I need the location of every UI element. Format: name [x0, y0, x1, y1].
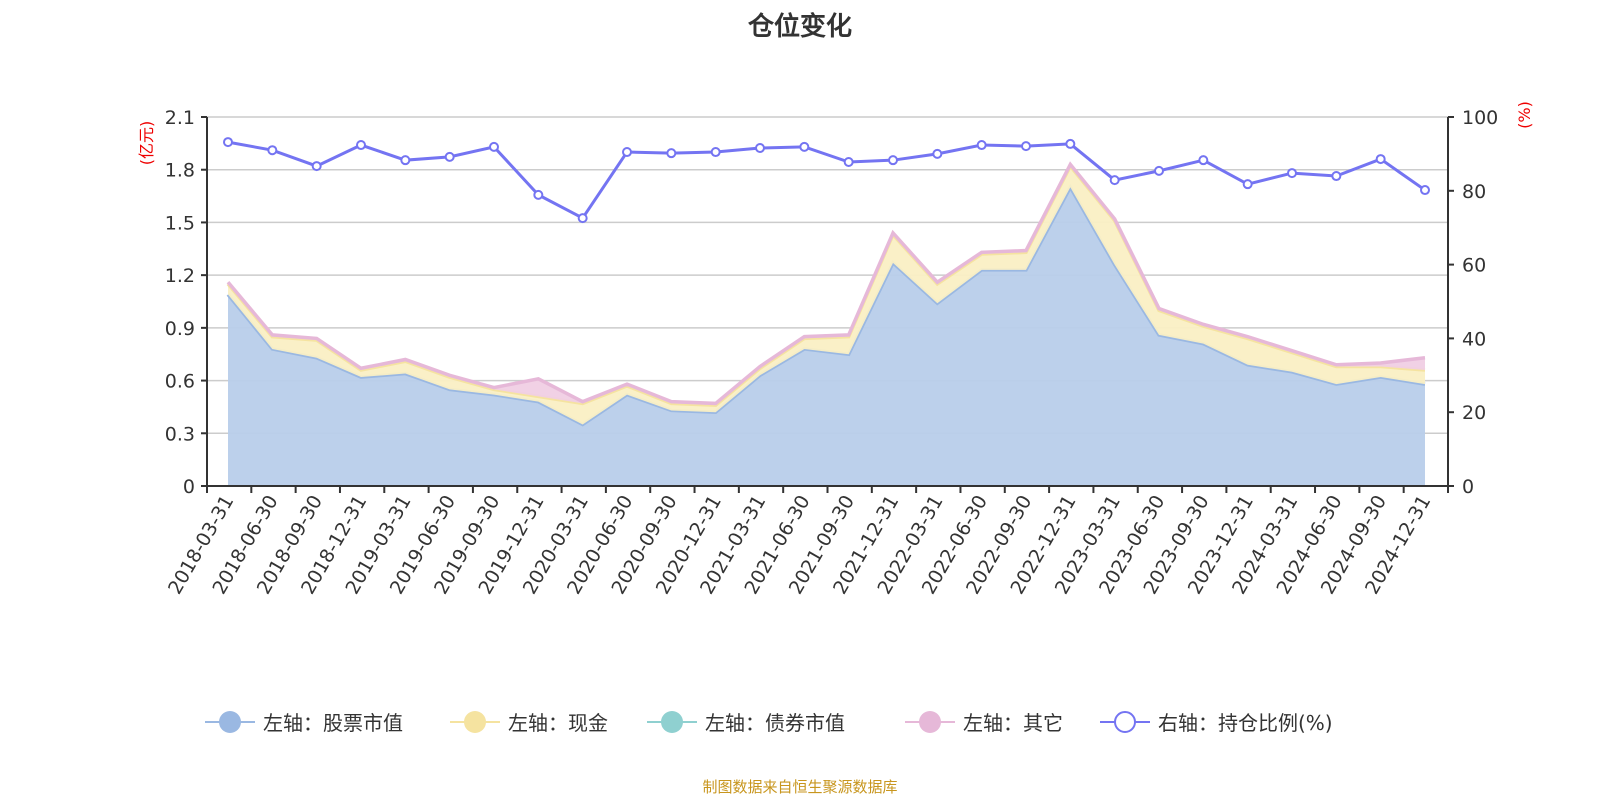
ratio-point — [1198, 155, 1209, 166]
data-source-note: 制图数据来自恒生聚源数据库 — [702, 778, 898, 796]
ratio-point — [223, 137, 233, 148]
ratio-point — [400, 155, 411, 166]
ratio-point — [666, 148, 677, 159]
ratio-line — [227, 140, 1426, 221]
y-left-tick-label: 0.9 — [165, 318, 195, 340]
area-左轴：股票市值 — [228, 187, 1425, 487]
ratio-point — [1375, 154, 1386, 165]
y-left-tick-label: 0 — [183, 476, 195, 498]
ratio-point — [622, 147, 632, 158]
legend-label: 左轴：现金 — [508, 711, 608, 735]
ratio-point — [311, 161, 322, 172]
legend-label: 右轴：持仓比例(%) — [1158, 711, 1333, 735]
ratio-point — [267, 145, 278, 156]
y-right-tick-label: 40 — [1462, 328, 1486, 350]
ratio-point — [489, 141, 499, 152]
ratio-point — [1331, 171, 1342, 182]
y-right-tick-label: 100 — [1462, 107, 1498, 129]
ratio-point — [799, 141, 810, 152]
y-left-tick-label: 1.2 — [165, 265, 195, 287]
y-right-axis-label: (%) — [1515, 101, 1534, 129]
ratio-point — [932, 148, 943, 159]
ratio-point — [1109, 175, 1120, 186]
legend-marker — [1114, 711, 1136, 733]
y-left-tick-label: 0.6 — [165, 371, 195, 393]
ratio-point — [710, 147, 721, 158]
y-right-tick-label: 80 — [1462, 181, 1486, 203]
y-left-tick-label: 1.5 — [165, 212, 195, 234]
y-left-tick-label: 2.1 — [165, 107, 195, 129]
y-left-tick-label: 1.8 — [165, 160, 195, 182]
ratio-point — [533, 189, 544, 200]
ratio-point — [577, 213, 588, 224]
y-right-tick-label: 20 — [1462, 402, 1486, 424]
ratio-point — [444, 151, 455, 162]
legend-label: 左轴：股票市值 — [263, 711, 403, 735]
ratio-point — [1065, 138, 1076, 149]
legend-label: 左轴：其它 — [963, 711, 1063, 735]
legend-marker — [464, 711, 486, 733]
legend-marker — [219, 711, 241, 733]
ratio-point — [1420, 185, 1430, 196]
line-左轴：其它 — [226, 161, 1426, 406]
legend-marker — [661, 711, 683, 733]
ratio-point — [888, 155, 898, 166]
legend-marker — [919, 711, 941, 733]
ratio-point — [1242, 179, 1253, 190]
y-left-axis-label: (亿元) — [137, 121, 156, 166]
y-left-tick-label: 0.3 — [165, 423, 195, 445]
ratio-point — [1287, 168, 1297, 179]
y-right-tick-label: 0 — [1462, 476, 1474, 498]
ratio-point — [843, 157, 854, 168]
chart-title: 仓位变化 — [747, 12, 852, 42]
ratio-point — [755, 142, 765, 153]
ratio-point — [1154, 165, 1164, 176]
ratio-point — [1021, 141, 1031, 152]
legend-label: 左轴：债券市值 — [705, 711, 845, 735]
ratio-point — [356, 140, 366, 151]
ratio-point — [976, 140, 987, 151]
y-right-tick-label: 60 — [1462, 255, 1486, 277]
